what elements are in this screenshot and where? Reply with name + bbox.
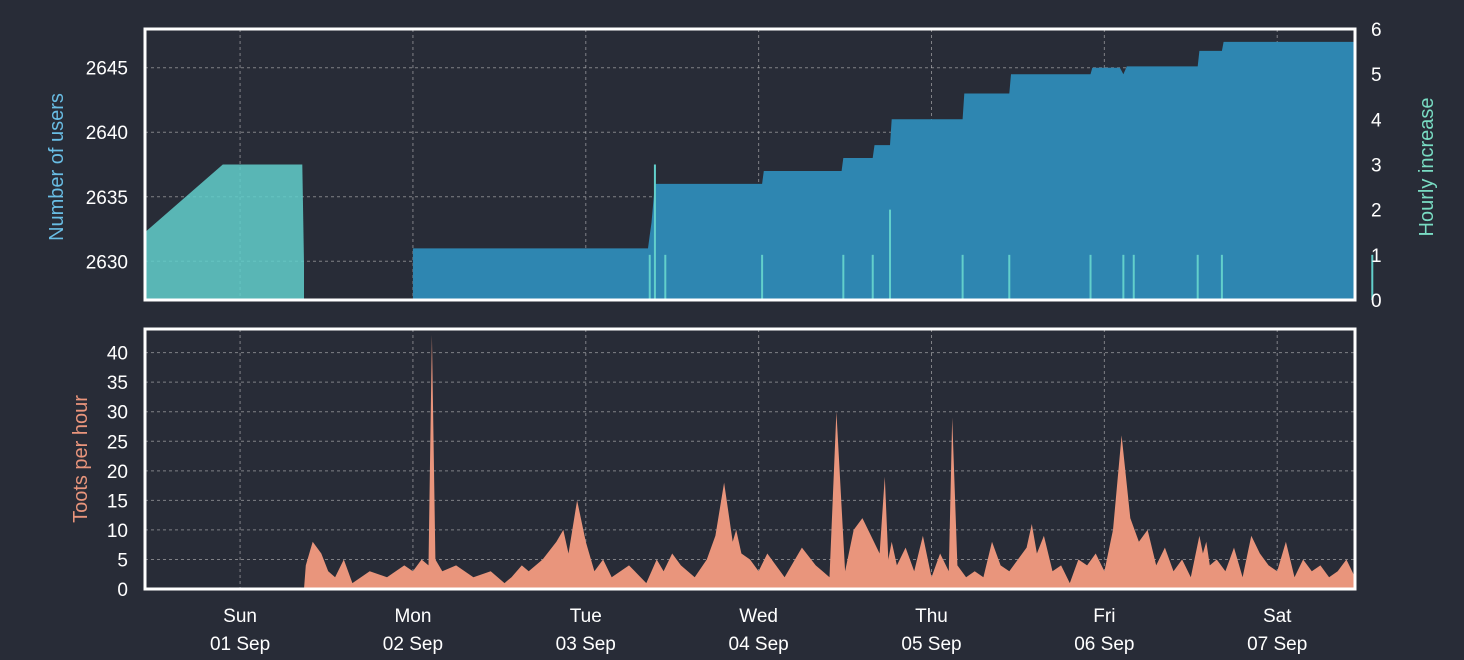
toots-y-axis-label: Toots per hour (70, 395, 92, 523)
toots-panel: 0 5 10 15 20 25 30 35 40 Sun 01 Sep Mon 02 Sep Tue 03… (70, 327, 1357, 655)
users-y-tick-label: 2630 (86, 252, 128, 273)
x-tick-date-label: 06 Sep (1074, 634, 1134, 655)
hourly-y-tick-label: 3 (1371, 156, 1382, 177)
hourly-y-tick-label: 1 (1371, 246, 1382, 267)
hourly-y-tick-label: 0 (1371, 291, 1382, 312)
hourly-y-tick-label: 2 (1371, 201, 1382, 222)
x-tick-day-label: Sat (1263, 606, 1292, 627)
toots-y-axis-ticks: 0 5 10 15 20 25 30 35 40 (107, 344, 128, 601)
toots-y-tick-label: 5 (117, 550, 128, 571)
users-y-tick-label: 2640 (86, 123, 128, 144)
users-y-tick-label: 2635 (86, 188, 128, 209)
x-tick-day-label: Mon (394, 606, 431, 627)
x-tick-day-label: Tue (570, 606, 602, 627)
toots-gridlines (145, 329, 1355, 590)
x-axis-ticks: Sun 01 Sep Mon 02 Sep Tue 03 Sep Wed 04 Sep Thu 0… (210, 606, 1307, 655)
users-panel: 2630 2635 2640 2645 0 1 2 3 4 5 6 Number of users… (46, 20, 1438, 312)
hourly-y-axis-ticks: 0 1 2 3 4 5 6 (1371, 20, 1382, 312)
x-tick-date-label: 04 Sep (729, 634, 789, 655)
toots-y-tick-label: 15 (107, 491, 128, 512)
toots-data-area (145, 334, 1355, 589)
toots-y-tick-label: 40 (107, 344, 128, 365)
users-y-axis-label: Number of users (46, 93, 68, 241)
hourly-y-tick-label: 4 (1371, 110, 1382, 131)
toots-y-tick-label: 20 (107, 462, 128, 483)
x-tick-day-label: Wed (739, 606, 778, 627)
toots-y-tick-label: 10 (107, 521, 128, 542)
users-area-series (412, 29, 1355, 300)
x-tick-day-label: Fri (1093, 606, 1115, 627)
x-tick-date-label: 01 Sep (210, 634, 270, 655)
toots-area-series (145, 334, 1355, 589)
hourly-increase-area-series (145, 164, 304, 300)
x-tick-date-label: 07 Sep (1247, 634, 1307, 655)
toots-panel-frame (143, 327, 1357, 591)
hourly-y-axis-label: Hourly increase (1416, 98, 1438, 237)
hourly-y-tick-label: 6 (1371, 20, 1382, 41)
toots-y-tick-label: 35 (107, 373, 128, 394)
x-tick-date-label: 05 Sep (901, 634, 961, 655)
users-panel-frame (143, 27, 1357, 302)
toots-y-tick-label: 0 (117, 580, 128, 601)
toots-y-tick-label: 30 (107, 403, 128, 424)
x-tick-day-label: Sun (223, 606, 257, 627)
x-tick-date-label: 02 Sep (383, 634, 443, 655)
users-y-axis-ticks: 2630 2635 2640 2645 (86, 59, 128, 274)
hourly-y-tick-label: 5 (1371, 65, 1382, 86)
x-tick-date-label: 03 Sep (556, 634, 616, 655)
users-data-area (145, 29, 1374, 300)
users-y-tick-label: 2645 (86, 59, 128, 80)
x-tick-day-label: Thu (915, 606, 948, 627)
toots-y-tick-label: 25 (107, 432, 128, 453)
